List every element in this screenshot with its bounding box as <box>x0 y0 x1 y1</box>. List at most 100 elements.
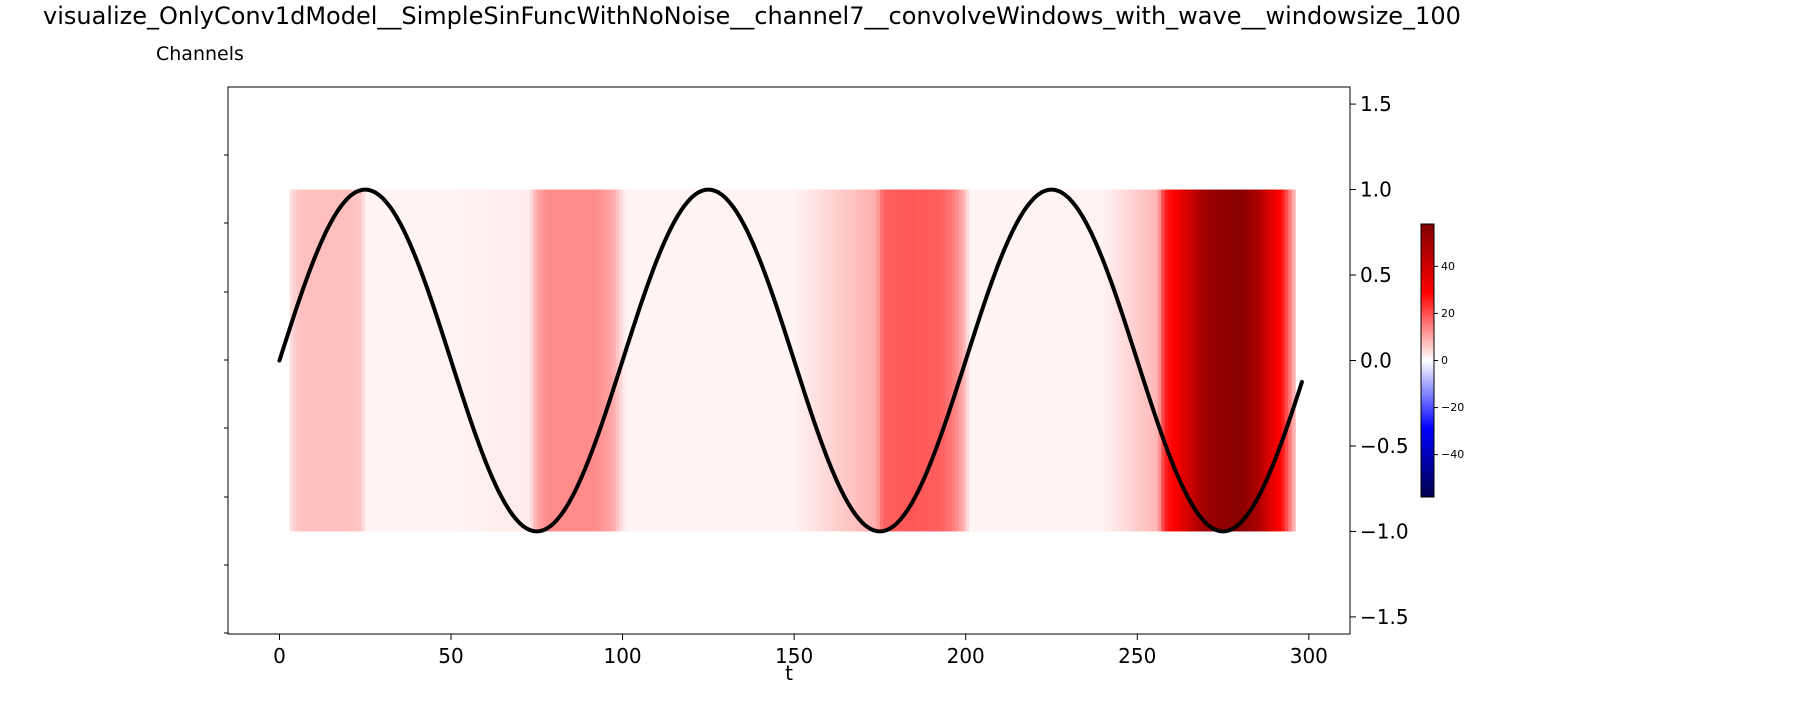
heatmap-cell <box>1072 189 1077 532</box>
heatmap-cell <box>516 189 521 532</box>
heatmap-cell <box>327 189 332 532</box>
heatmap-cell <box>1281 189 1286 532</box>
heatmap-cell <box>845 189 850 532</box>
heatmap-cell <box>413 189 418 532</box>
heatmap-cell <box>1219 189 1224 532</box>
heatmap-cell <box>368 189 373 532</box>
heatmap-cell <box>1267 189 1272 532</box>
heatmap-cell <box>1205 189 1210 532</box>
heatmap-cell <box>306 189 311 532</box>
heatmap-cell <box>1277 189 1282 532</box>
heatmap-cell <box>1223 189 1228 532</box>
heatmap-cell <box>996 189 1001 532</box>
heatmap-cell <box>1109 189 1114 532</box>
heatmap-cell <box>866 189 871 532</box>
heatmap-cell <box>389 189 394 532</box>
heatmap-cell <box>454 189 459 532</box>
heatmap-cell <box>1212 189 1217 532</box>
heatmap-cell <box>752 189 757 532</box>
heatmap-cell <box>828 189 833 532</box>
heatmap-cell <box>979 189 984 532</box>
heatmap-cell <box>722 189 727 532</box>
heatmap-cell <box>804 189 809 532</box>
figure-title: visualize_OnlyConv1dModel__SimpleSinFunc… <box>43 2 1461 30</box>
heatmap-cell <box>807 189 812 532</box>
colorbar: 40 20 0 −20 −40 <box>1420 223 1464 498</box>
heatmap-cell <box>770 189 775 532</box>
heatmap-cell <box>945 189 950 532</box>
heatmap-cell <box>1020 189 1025 532</box>
heatmap-cell <box>1195 189 1200 532</box>
heatmap-cell <box>430 189 435 532</box>
x-tick-label: 100 <box>603 644 641 668</box>
heatmap-cell <box>653 189 658 532</box>
heatmap-cell <box>378 189 383 532</box>
heatmap-cell <box>478 189 483 532</box>
heatmap-cell <box>444 189 449 532</box>
heatmap-cell <box>773 189 778 532</box>
heatmap-cell <box>303 189 308 532</box>
heatmap-cell <box>1240 189 1245 532</box>
heatmap-cell <box>958 189 963 532</box>
heatmap-cell <box>656 189 661 532</box>
heatmap-cell <box>1034 189 1039 532</box>
heatmap-cell <box>457 189 462 532</box>
heatmap-cell <box>787 189 792 532</box>
heatmap-cell <box>1288 189 1293 532</box>
heatmap-cell <box>910 189 915 532</box>
heatmap-cell <box>1216 189 1221 532</box>
heatmap-cell <box>488 189 493 532</box>
heatmap-cell <box>595 189 600 532</box>
heatmap-cell <box>852 189 857 532</box>
heatmap-cell <box>955 189 960 532</box>
heatmap-cell <box>691 189 696 532</box>
heatmap-cell <box>900 189 905 532</box>
heatmap-cell <box>897 189 902 532</box>
heatmap-cell <box>766 189 771 532</box>
heatmap-cell <box>317 189 322 532</box>
heatmap-cell <box>1113 189 1118 532</box>
heatmap-cell <box>718 189 723 532</box>
heatmap-cell <box>1075 189 1080 532</box>
heatmap-cell <box>1181 189 1186 532</box>
y-tick-label: −1.5 <box>1360 605 1409 629</box>
heatmap-cell <box>855 189 860 532</box>
heatmap-cell <box>663 189 668 532</box>
heatmap-cell <box>694 189 699 532</box>
colorbar-tick-label: 0 <box>1441 354 1448 367</box>
heatmap-cell <box>883 189 888 532</box>
heatmap-cell <box>1233 189 1238 532</box>
x-tick-label: 300 <box>1290 644 1328 668</box>
heatmap-cell <box>533 189 538 532</box>
heatmap-cell <box>354 189 359 532</box>
heatmap-cell <box>1147 189 1152 532</box>
heatmap-cell <box>1048 189 1053 532</box>
heatmap-cell <box>728 189 733 532</box>
heatmap-cell <box>540 189 545 532</box>
heatmap-cell <box>406 189 411 532</box>
heatmap-cell <box>1030 189 1035 532</box>
heatmap-cell <box>684 189 689 532</box>
y-tick-label: 1.0 <box>1360 178 1392 202</box>
heatmap-cell <box>1229 189 1234 532</box>
heatmap-cell <box>972 189 977 532</box>
heatmap-cell <box>927 189 932 532</box>
heatmap-cell <box>523 189 528 532</box>
heatmap-cell <box>571 189 576 532</box>
heatmap-cell <box>1106 189 1111 532</box>
heatmap-cell <box>1161 189 1166 532</box>
heatmap-cell <box>886 189 891 532</box>
heatmap-cell <box>698 189 703 532</box>
heatmap-cell <box>639 189 644 532</box>
heatmap-cell <box>735 189 740 532</box>
heatmap-cell <box>801 189 806 532</box>
heatmap-cell <box>361 189 366 532</box>
heatmap-cell <box>746 189 751 532</box>
heatmap-cell <box>1120 189 1125 532</box>
heatmap-cell <box>557 189 562 532</box>
heatmap-cell <box>1123 189 1128 532</box>
heatmap-cell <box>797 189 802 532</box>
heatmap-cell <box>759 189 764 532</box>
heatmap-cell <box>626 189 631 532</box>
heatmap-cell <box>409 189 414 532</box>
